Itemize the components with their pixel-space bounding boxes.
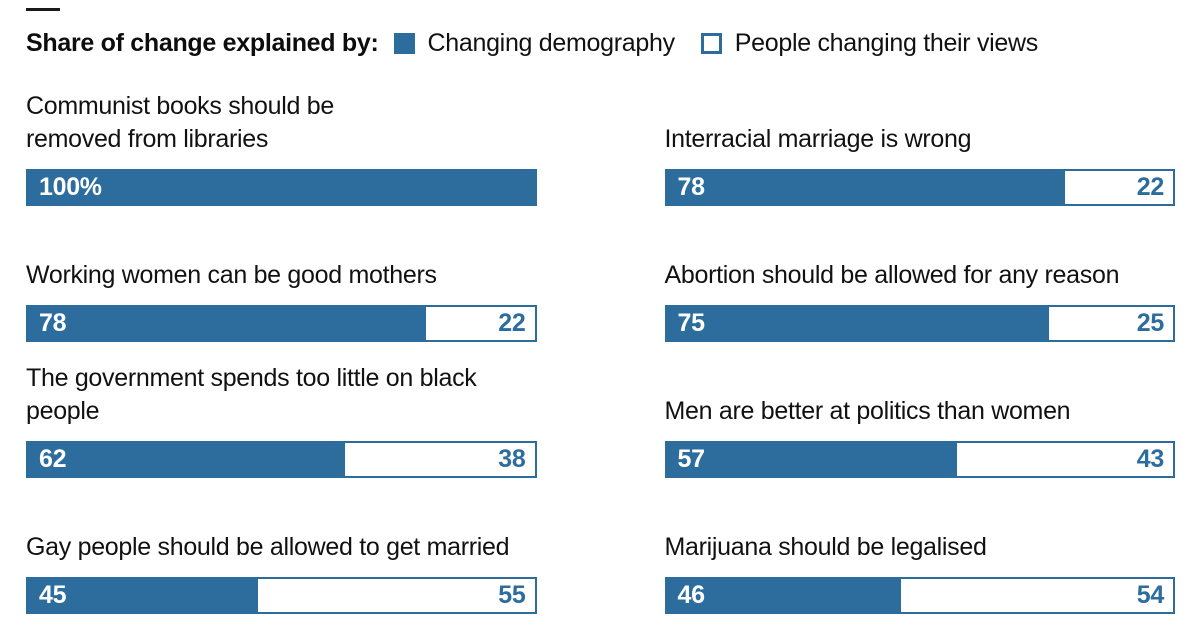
bar-segment-demography: 62 — [26, 441, 343, 478]
bar-cell-gay-marriage: Gay people should be allowed to get marr… — [26, 532, 537, 614]
bar-value-views: 55 — [498, 581, 526, 609]
bar-segment-demography: 78 — [664, 169, 1063, 206]
bar-value-views: 22 — [1136, 173, 1165, 201]
bar-value-views: 22 — [498, 309, 526, 337]
bar-value-demography: 62 — [39, 445, 67, 473]
bar-segment-views: 43 — [955, 441, 1175, 478]
bar-segment-demography: 57 — [664, 441, 956, 478]
bar-value-views: 43 — [1136, 445, 1165, 473]
bar-label: Communist books should be removed from l… — [26, 88, 537, 156]
stacked-bar: 78 22 — [26, 305, 537, 342]
legend: Changing demography People changing thei… — [393, 28, 1039, 58]
bar-segment-views: 54 — [899, 577, 1175, 614]
bar-segment-views: 22 — [424, 305, 537, 342]
legend-outline-square-icon — [700, 32, 722, 54]
legend-item-views: People changing their views — [700, 28, 1039, 58]
bar-cell-interracial-marriage: Interracial marriage is wrong 78 22 — [664, 88, 1176, 206]
stacked-bar: 78 22 — [664, 169, 1175, 206]
bar-segment-views: 38 — [342, 441, 537, 478]
bar-label-line: removed from libraries — [26, 125, 269, 153]
stacked-bar: 46 54 — [664, 577, 1175, 614]
bar-segment-demography: 100% — [26, 169, 537, 206]
bar-cell-men-politics: Men are better at politics than women 57… — [664, 396, 1176, 478]
stacked-bar: 75 25 — [664, 305, 1175, 342]
bar-label: Working women can be good mothers — [26, 260, 537, 292]
bar-label-line: Interracial marriage is wrong — [664, 125, 972, 153]
legend-item-demography: Changing demography — [393, 28, 676, 58]
bar-label-line: Men are better at politics than women — [664, 397, 1071, 425]
bar-label-line: Communist books should be — [26, 92, 334, 120]
bar-cell-marijuana: Marijuana should be legalised 46 54 — [664, 532, 1176, 614]
bar-segment-demography: 75 — [664, 305, 1048, 342]
chart-title: Share of change explained by: — [26, 28, 379, 57]
bar-label-line: The government spends too little on blac… — [26, 364, 477, 425]
bar-segment-demography: 46 — [664, 577, 900, 614]
bar-label: Gay people should be allowed to get marr… — [26, 532, 537, 564]
bar-segment-views: 22 — [1062, 169, 1175, 206]
bar-value-demography: 78 — [677, 173, 706, 201]
bar-cell-government-spending: The government spends too little on blac… — [26, 364, 537, 478]
bar-segment-views: 55 — [255, 577, 537, 614]
bar-value-demography: 75 — [677, 309, 706, 337]
stacked-bar: 57 43 — [664, 441, 1175, 478]
chart-page: Share of change explained by: Changing d… — [26, 8, 1175, 614]
bar-label-line: Abortion should be allowed for any reaso… — [664, 261, 1120, 289]
bar-value-views: 25 — [1136, 309, 1165, 337]
legend-label: Changing demography — [427, 28, 676, 57]
bar-value-views: 54 — [1136, 581, 1165, 609]
bar-label-line: Working women can be good mothers — [26, 261, 437, 289]
bar-segment-views: 25 — [1047, 305, 1175, 342]
stacked-bar: 100% — [26, 169, 537, 206]
bar-value-demography: 45 — [39, 581, 67, 609]
legend-filled-square-icon — [393, 32, 415, 54]
bar-cell-working-women: Working women can be good mothers 78 22 — [26, 260, 537, 342]
bar-label: Marijuana should be legalised — [665, 532, 1176, 564]
bar-value-demography: 78 — [39, 309, 67, 337]
bar-label-line: Gay people should be allowed to get marr… — [26, 533, 510, 561]
bar-segment-demography: 78 — [26, 305, 425, 342]
bar-label: Abortion should be allowed for any reaso… — [665, 260, 1176, 292]
bar-label: Interracial marriage is wrong — [665, 88, 1176, 156]
bar-cell-abortion: Abortion should be allowed for any reaso… — [664, 260, 1176, 342]
top-rule-divider — [26, 8, 60, 11]
bar-value-demography: 57 — [677, 445, 706, 473]
legend-label: People changing their views — [734, 28, 1039, 57]
stacked-bar: 62 38 — [26, 441, 537, 478]
bar-value-views: 38 — [498, 445, 526, 473]
stacked-bar: 45 55 — [26, 577, 537, 614]
bar-value-demography: 46 — [677, 581, 706, 609]
bar-segment-demography: 45 — [26, 577, 256, 614]
bar-value-demography: 100% — [39, 173, 102, 201]
bar-label: Men are better at politics than women — [665, 396, 1176, 428]
chart-header: Share of change explained by: Changing d… — [26, 26, 1175, 60]
bar-grid: Communist books should be removed from l… — [26, 88, 1175, 614]
bar-label: The government spends too little on blac… — [26, 364, 537, 428]
bar-label-line: Marijuana should be legalised — [664, 533, 987, 561]
bar-cell-communist-books: Communist books should be removed from l… — [26, 88, 537, 206]
